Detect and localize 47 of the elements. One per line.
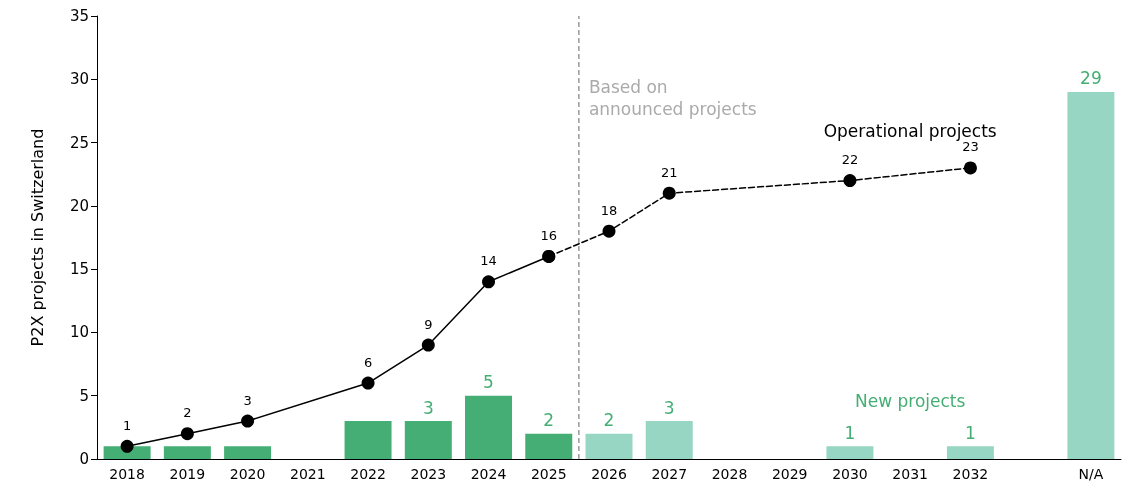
data-label: 6 xyxy=(363,354,373,370)
text: New projects xyxy=(855,391,966,412)
x-tick-label: 2025 xyxy=(530,466,567,482)
text: Operational projects xyxy=(823,121,997,142)
data-label: 22 xyxy=(841,152,859,168)
data-label: 3 xyxy=(422,397,434,418)
x-tick-label: 2026 xyxy=(591,466,627,482)
y-tick-label: 0 xyxy=(79,450,89,468)
data-label: 2 xyxy=(603,410,615,431)
x-tick-label: 2021 xyxy=(290,466,326,482)
x-tick-label: 2018 xyxy=(109,466,145,482)
x-tick-label: 2019 xyxy=(169,466,206,482)
x-tick-label: 2029 xyxy=(771,466,808,482)
data-label: 16 xyxy=(540,227,558,243)
data-label: 23 xyxy=(962,139,979,155)
y-tick-label: 20 xyxy=(69,196,89,215)
y-tick-label: 5 xyxy=(79,386,89,405)
y-axis-title: P2X projects in Switzerland xyxy=(27,128,47,347)
x-tick-label: 2024 xyxy=(470,466,507,482)
data-label: 9 xyxy=(424,316,433,332)
data-label: 3 xyxy=(663,397,675,418)
annotation: Based on announced projects xyxy=(588,77,757,119)
x-tick-label: 2032 xyxy=(952,466,989,482)
data-label: 1 xyxy=(844,422,856,443)
x-tick-label: 2020 xyxy=(229,466,266,482)
x-tick-label: 2022 xyxy=(350,466,386,482)
data-label: 29 xyxy=(1080,68,1102,89)
data-label: 2 xyxy=(183,405,192,421)
data-label: 5 xyxy=(483,372,494,393)
y-tick-label: 35 xyxy=(69,7,89,25)
data-label: 3 xyxy=(243,392,252,408)
data-label: 1 xyxy=(122,417,132,433)
x-tick-label: 2027 xyxy=(651,466,688,482)
data-label: 1 xyxy=(965,422,976,443)
data-label: 21 xyxy=(660,164,678,180)
data-label: 2 xyxy=(543,410,555,431)
x-tick-label: 2028 xyxy=(711,466,748,482)
data-label: 14 xyxy=(480,253,497,269)
y-tick-label: 10 xyxy=(69,323,89,342)
y-tick-label: 15 xyxy=(69,260,89,279)
y-tick-label: 30 xyxy=(69,70,89,89)
x-tick-label: 2031 xyxy=(892,466,928,482)
x-tick-label: 2030 xyxy=(832,466,868,482)
x-tick-label: N/A xyxy=(1078,466,1104,482)
data-label: 18 xyxy=(600,202,618,218)
x-tick-label: 2023 xyxy=(410,466,447,482)
y-tick-label: 25 xyxy=(69,133,89,152)
